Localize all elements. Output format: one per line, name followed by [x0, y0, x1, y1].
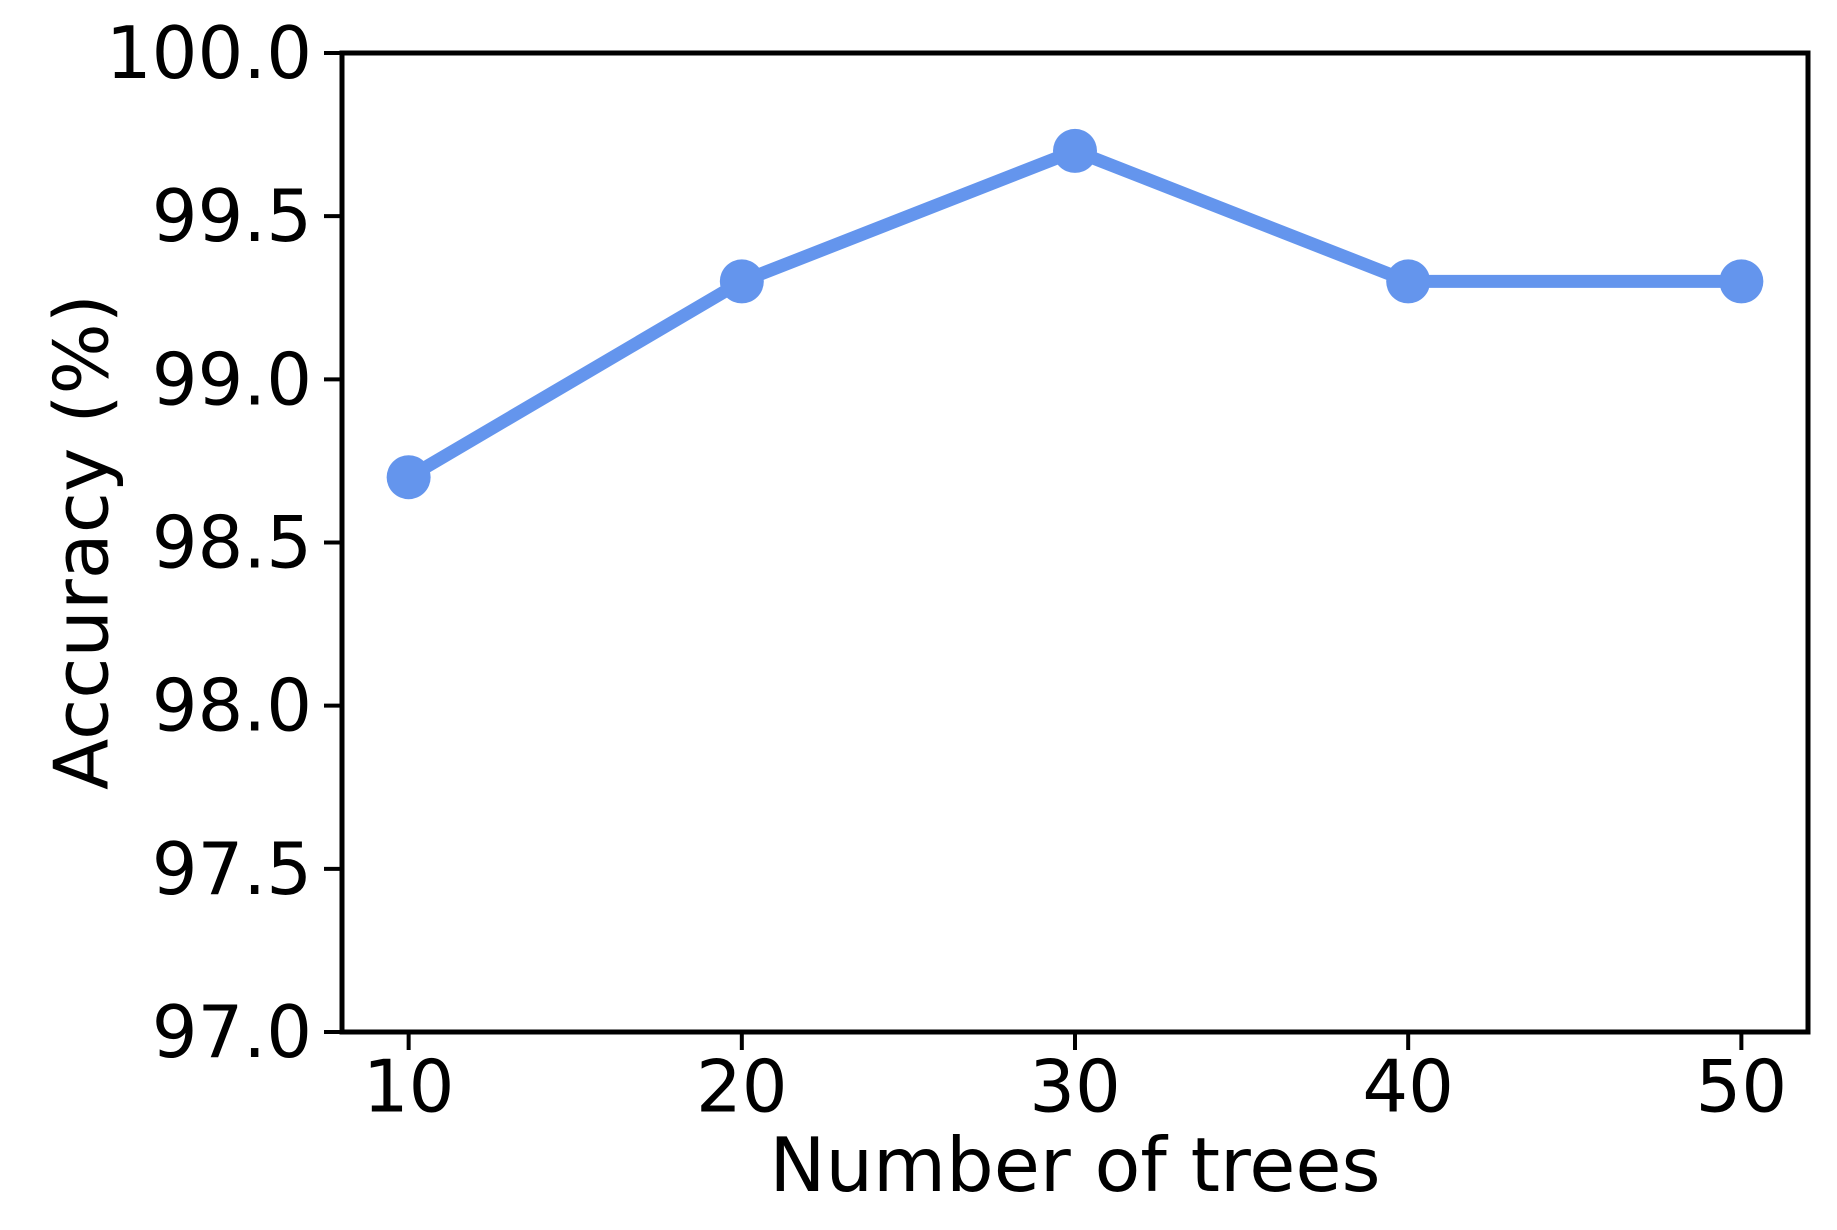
- plot-frame: [339, 50, 1811, 1035]
- y-tick-label: 99.0: [152, 337, 312, 421]
- data-point-marker: [719, 259, 764, 304]
- data-point-marker: [1386, 259, 1431, 304]
- y-tick-label: 97.5: [152, 827, 312, 911]
- data-point-marker: [386, 455, 431, 500]
- y-tick-label: 98.5: [152, 501, 312, 585]
- y-tick-label: 99.5: [152, 174, 312, 258]
- data-point-marker: [1719, 259, 1764, 304]
- y-tick-label: 98.0: [152, 664, 312, 748]
- data-line: [402, 144, 1748, 484]
- y-tick-label: 100.0: [106, 11, 312, 95]
- x-axis-label: Number of trees: [769, 1121, 1381, 1209]
- x-tick-label: 20: [696, 1045, 788, 1129]
- y-tick-label: 97.0: [152, 990, 312, 1074]
- x-tick-label: 10: [363, 1045, 455, 1129]
- x-tick-label: 30: [1029, 1045, 1121, 1129]
- data-point-marker: [1053, 128, 1097, 173]
- y-axis-label: Accuracy (%): [37, 293, 126, 791]
- x-tick-label: 40: [1362, 1045, 1454, 1129]
- x-tick-label: 50: [1696, 1045, 1788, 1129]
